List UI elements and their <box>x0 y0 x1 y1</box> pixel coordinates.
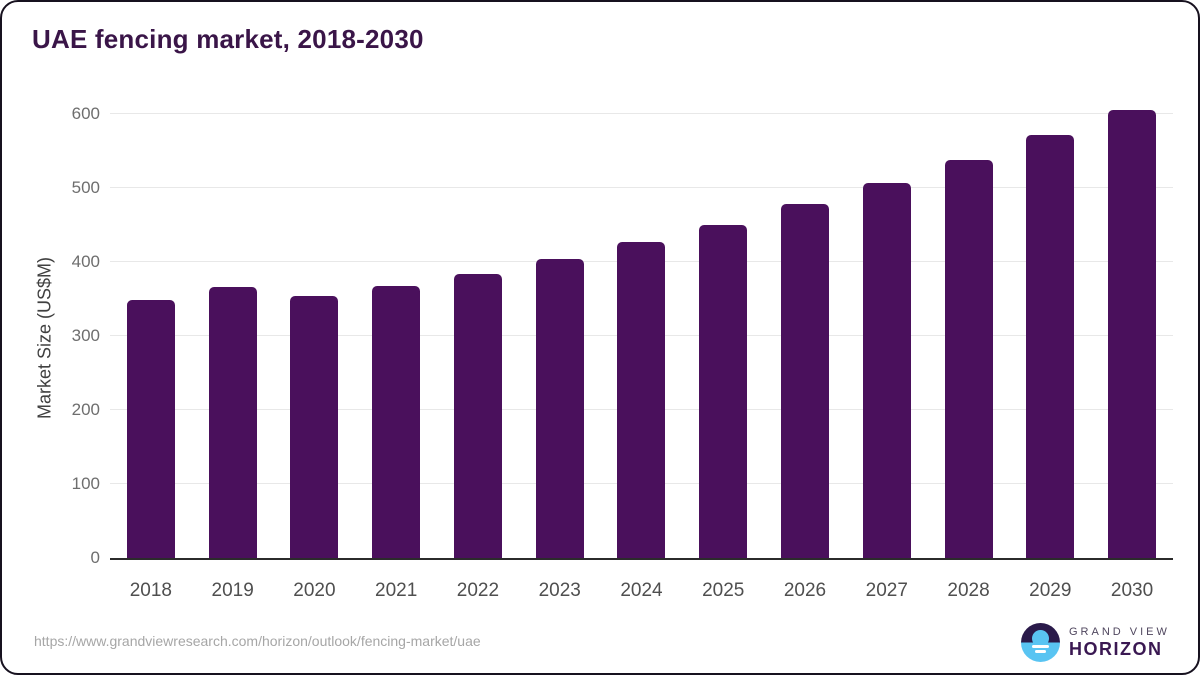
bars-layer: 2018 2019 2020 2021 2022 2023 2024 2025 2026 2027… <box>110 106 1173 601</box>
bar-2020 <box>290 296 339 558</box>
x-tick-label-2020: 2020 <box>293 580 336 601</box>
gridline-600 <box>110 113 1173 114</box>
bar-2026 <box>781 204 829 558</box>
source-url: https://www.grandviewresearch.com/horizo… <box>34 633 481 649</box>
bar-2019 <box>208 287 257 558</box>
bar-2021 <box>372 286 421 558</box>
bar-slot-2026: 2026 <box>764 106 846 601</box>
plot-area: 0 100 200 300 400 500 600 2018 2019 2020 2021 2022… <box>72 105 1173 601</box>
chart-title: UAE fencing market, 2018-2030 <box>32 24 424 54</box>
bar-2030 <box>1108 109 1157 558</box>
bar-slot-2024: 2024 <box>601 106 683 601</box>
bar-2023 <box>535 259 584 558</box>
x-tick-label-2022: 2022 <box>456 580 500 601</box>
bar-slot-2019: 2019 <box>192 106 274 601</box>
bar-2025 <box>699 225 748 558</box>
sun-circle <box>1032 630 1049 647</box>
x-tick-label-2027: 2027 <box>865 580 908 601</box>
y-tick-label-100: 100 <box>71 474 100 493</box>
x-tick-label-2029: 2029 <box>1029 580 1072 601</box>
horizon-sun-icon <box>1021 623 1060 662</box>
sun-reflection-line <box>1032 645 1049 648</box>
x-tick-label-2024: 2024 <box>620 580 663 601</box>
x-tick-label-2023: 2023 <box>538 580 581 601</box>
sun-reflection-line <box>1035 650 1046 653</box>
y-tick-label-400: 400 <box>71 252 100 271</box>
bar-2027 <box>862 182 911 558</box>
x-tick-label-2019: 2019 <box>211 580 254 601</box>
x-tick-label-2028: 2028 <box>947 580 990 601</box>
logo-brand-line: GRAND VIEW <box>1069 626 1170 638</box>
x-tick-label-2025: 2025 <box>702 580 745 601</box>
bar-slot-2030: 2030 <box>1091 106 1173 601</box>
bar-slot-2021: 2021 <box>355 106 437 601</box>
x-tick-label-2021: 2021 <box>375 580 418 601</box>
bar-2029 <box>1026 135 1075 558</box>
bar-2024 <box>617 242 666 558</box>
logo-text: GRAND VIEW HORIZON <box>1069 626 1170 659</box>
bar-2022 <box>453 273 502 558</box>
y-tick-label-600: 600 <box>71 104 100 123</box>
y-tick-label-500: 500 <box>71 178 100 197</box>
bar-slot-2027: 2027 <box>846 106 928 601</box>
bar-slot-2025: 2025 <box>682 106 764 601</box>
y-tick-label-300: 300 <box>71 326 100 345</box>
x-tick-label-2018: 2018 <box>129 580 173 601</box>
bar-slot-2020: 2020 <box>274 106 356 601</box>
x-tick-label-2030: 2030 <box>1110 580 1154 601</box>
bar-slot-2028: 2028 <box>928 106 1010 601</box>
x-tick-label-2026: 2026 <box>783 580 827 601</box>
bar-2018 <box>126 299 175 558</box>
bar-slot-2029: 2029 <box>1009 106 1091 601</box>
gridline-500 <box>110 187 1173 188</box>
y-tick-label-200: 200 <box>71 400 100 419</box>
y-tick-label-0: 0 <box>90 548 100 567</box>
bar-slot-2022: 2022 <box>437 106 519 601</box>
bar-slot-2018: 2018 <box>110 106 192 601</box>
grand-view-horizon-logo: GRAND VIEW HORIZON <box>1021 623 1170 662</box>
logo-product-line: HORIZON <box>1069 639 1163 659</box>
bar-slot-2023: 2023 <box>519 106 601 601</box>
bar-2028 <box>944 159 993 558</box>
